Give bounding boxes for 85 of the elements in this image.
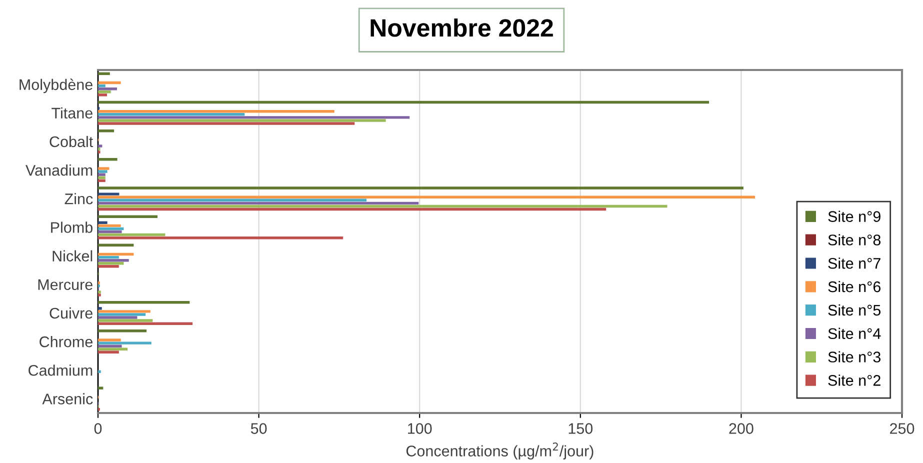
bar <box>98 198 367 202</box>
bar <box>98 370 101 374</box>
bar <box>98 113 245 116</box>
y-tick-label: Mercure <box>38 279 92 290</box>
bar <box>98 110 334 113</box>
bar <box>98 94 108 96</box>
y-tick-label: Nickel <box>52 250 92 262</box>
bar <box>98 215 158 218</box>
bar <box>98 129 114 132</box>
bar <box>98 233 166 236</box>
bar <box>98 256 119 259</box>
bar <box>98 81 121 84</box>
y-tick-label: Molybdène <box>20 78 92 94</box>
bar <box>98 313 146 316</box>
bar <box>98 258 129 262</box>
bar <box>98 173 106 176</box>
x-tick-label: 250 <box>890 423 914 434</box>
y-tick-label: Arsenic <box>42 393 93 404</box>
bar <box>98 244 134 247</box>
x-tick-label: 200 <box>729 423 754 434</box>
bar <box>98 186 744 190</box>
bar <box>98 84 106 88</box>
bar <box>98 202 419 205</box>
legend-label: Site n°4 <box>828 328 881 340</box>
bar <box>98 330 147 332</box>
bar <box>98 100 710 104</box>
bar <box>98 158 118 161</box>
y-tick-label: Cuivre <box>50 307 92 319</box>
bar <box>98 192 120 196</box>
legend-label: Site n°2 <box>828 374 880 386</box>
bar <box>98 72 110 76</box>
bar <box>98 294 101 296</box>
bar <box>98 170 108 173</box>
bar <box>98 230 122 234</box>
legend-label: Site n°6 <box>828 280 881 292</box>
bar <box>98 179 106 182</box>
x-tick-label: 50 <box>250 423 267 434</box>
chart-title: Novembre 2022 <box>370 18 553 37</box>
y-tick-label: Cadmium <box>28 364 92 376</box>
y-tick-label: Chrome <box>40 336 92 348</box>
bar <box>98 119 386 122</box>
bar <box>98 310 150 313</box>
bar <box>98 319 153 322</box>
legend-label: Site n°7 <box>828 258 880 269</box>
legend-label: Site n°8 <box>828 234 881 246</box>
bar <box>98 342 152 344</box>
bar <box>98 322 193 325</box>
bar <box>98 122 355 125</box>
legend-label: Site n°9 <box>828 210 880 222</box>
bar <box>98 344 122 348</box>
bar <box>98 208 606 211</box>
bar <box>98 144 102 148</box>
bar <box>98 196 756 198</box>
bar <box>98 224 121 228</box>
bar <box>98 262 124 265</box>
bar <box>98 316 138 319</box>
bar <box>98 176 106 179</box>
bar <box>98 338 121 342</box>
bar <box>98 90 111 94</box>
bar <box>98 290 101 294</box>
y-tick-label: Plomb <box>51 222 92 233</box>
bar <box>98 116 410 119</box>
bar <box>98 227 124 230</box>
y-tick-label: Vanadium <box>26 164 92 176</box>
bar <box>98 87 117 90</box>
bar <box>98 265 119 268</box>
bar <box>98 252 134 256</box>
bar <box>98 307 102 310</box>
bar <box>98 386 104 390</box>
bar <box>98 204 668 208</box>
bar <box>98 167 110 170</box>
y-tick-label: Zinc <box>64 193 93 204</box>
legend-label: Site n°3 <box>828 351 881 362</box>
y-tick-label: Cobalt <box>50 136 94 148</box>
x-tick-label: 100 <box>408 423 432 434</box>
bar <box>98 221 108 224</box>
x-tick-label: 150 <box>568 423 593 434</box>
x-axis-title: Concentrations (µg/m$^{2}$/jour) <box>406 442 594 460</box>
legend-label: Site n°5 <box>828 304 881 316</box>
x-tick-label: 0 <box>94 423 102 434</box>
y-tick-label: Titane <box>52 107 92 119</box>
bar <box>98 348 128 350</box>
bar <box>98 300 190 304</box>
bar <box>98 350 119 354</box>
bar <box>98 236 344 240</box>
